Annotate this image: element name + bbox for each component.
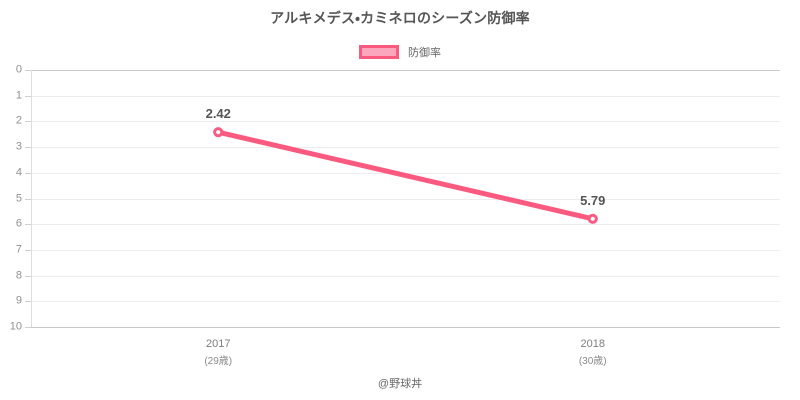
gridline — [31, 327, 780, 328]
legend-swatch-icon — [359, 45, 399, 59]
y-axis-tick-label: 0 — [15, 63, 22, 76]
y-axis-tick-label: 10 — [9, 320, 22, 333]
y-axis-tick — [25, 327, 31, 328]
y-axis-tick — [25, 121, 31, 123]
gridline — [31, 121, 780, 123]
y-axis-tick — [25, 198, 31, 200]
y-axis-tick-label: 3 — [15, 140, 22, 153]
y-axis-tick — [25, 70, 31, 71]
gridline — [31, 147, 780, 149]
data-point-value-label: 2.42 — [205, 106, 231, 122]
y-axis-tick — [25, 249, 31, 251]
chart-title: アルキメデス・カミネロのシーズン防御率 — [270, 10, 530, 26]
gridline — [31, 95, 780, 97]
data-point-marker[interactable] — [587, 213, 598, 224]
x-axis-year: 2017 — [206, 338, 231, 350]
footer-credit: @野球丼 — [377, 378, 423, 390]
legend-item-era[interactable]: 防御率 — [359, 44, 441, 60]
y-axis-tick-label: 4 — [15, 166, 22, 179]
y-axis-tick — [25, 95, 31, 97]
y-axis-tick — [25, 301, 31, 303]
gridline — [31, 70, 780, 71]
legend-item-label: 防御率 — [408, 47, 441, 59]
data-point-value-label: 5.79 — [580, 192, 606, 208]
x-axis-age: (29歳) — [204, 356, 233, 367]
y-axis-tick — [25, 172, 31, 174]
gridline — [31, 275, 780, 277]
y-axis-tick-label: 1 — [15, 89, 22, 102]
gridline — [31, 301, 780, 303]
x-axis-tick-label: 2018 (30歳) — [579, 336, 607, 370]
y-axis-tick-label: 7 — [15, 243, 22, 256]
gridline — [31, 249, 780, 251]
y-axis-tick — [25, 224, 31, 226]
series-line — [215, 129, 596, 222]
x-axis-tick-label: 2017 (29歳) — [204, 336, 232, 370]
gridline — [31, 224, 780, 226]
y-axis-tick-label: 9 — [15, 294, 22, 307]
y-axis-tick-label: 5 — [15, 192, 22, 204]
x-axis-age: (30歳) — [578, 356, 607, 367]
y-axis-tick-label: 6 — [15, 217, 22, 230]
data-point-marker[interactable] — [213, 127, 224, 138]
y-axis-tick — [25, 275, 31, 277]
y-axis-tick — [25, 147, 31, 149]
y-axis-line — [31, 70, 32, 327]
chart-legend: 防御率 — [0, 44, 800, 60]
y-axis-tick-label: 2 — [15, 114, 22, 127]
y-axis-tick-label: 8 — [15, 269, 22, 282]
gridline — [31, 198, 780, 200]
x-axis-year: 2018 — [580, 338, 605, 350]
